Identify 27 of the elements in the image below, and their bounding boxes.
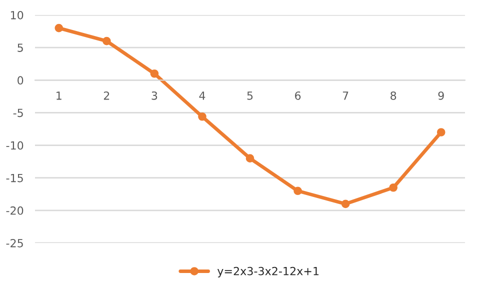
point <box>198 112 206 121</box>
y-tick-label: -10 <box>6 141 24 150</box>
point <box>246 154 254 162</box>
point <box>341 200 350 208</box>
point <box>102 36 111 46</box>
point <box>389 183 398 192</box>
x-tick-label: 7 <box>342 92 348 100</box>
y-tick-label: -5 <box>13 108 23 118</box>
y-tick-label: 5 <box>18 44 23 52</box>
y-tick-label: 0 <box>18 76 24 85</box>
x-tick-label: 1 <box>56 92 62 100</box>
x-tick-label: 8 <box>390 91 396 100</box>
legend-label: y=2x3-3x2-12x+1 <box>217 266 319 278</box>
x-tick-label: 6 <box>295 91 301 100</box>
x-tick-label: 3 <box>152 91 158 100</box>
x-tick-label: 5 <box>247 92 253 100</box>
point <box>150 69 159 78</box>
y-tick-label: -15 <box>6 174 23 182</box>
x-tick-label: 9 <box>438 91 444 100</box>
x-tick-label: 4 <box>199 92 206 100</box>
y-tick-label: -25 <box>6 238 23 248</box>
x-tick-label: 2 <box>104 91 110 100</box>
point <box>436 128 446 136</box>
point <box>294 186 302 196</box>
y-tick-label: -20 <box>6 206 24 215</box>
y-tick-label: 10 <box>10 10 24 20</box>
point <box>54 24 64 32</box>
